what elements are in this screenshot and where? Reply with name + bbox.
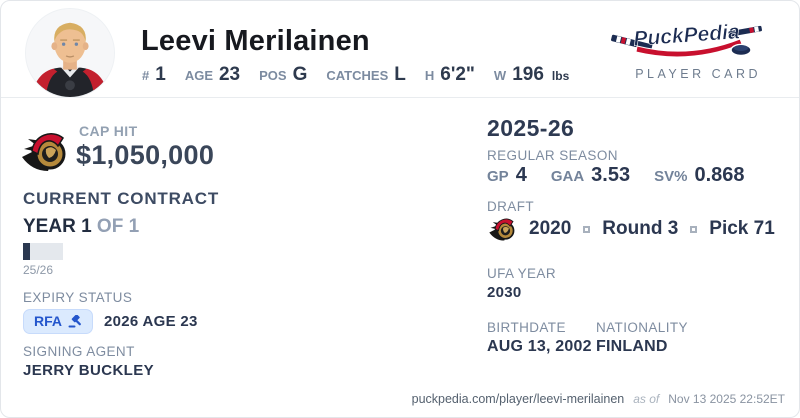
expiry-status-row: RFA 2026 AGE 23 [23,309,198,334]
footer-asof-label: as of [633,392,660,406]
signing-agent-label: SIGNING AGENT [23,344,135,359]
bio-weight-unit: lbs [551,69,570,83]
stat-gaa-value: 3.53 [591,164,631,186]
bio-number-label: # [142,68,150,83]
birthdate-value: AUG 13, 2002 [487,338,592,355]
puckpedia-logo: PuckPedia [609,20,764,58]
season-title: 2025-26 [487,115,575,141]
birthdate-label: BIRTHDATE [487,320,566,335]
bio-position: POS G [259,64,307,86]
header-divider [1,97,799,98]
bio-age-label: AGE [184,68,213,83]
nationality-value: FINLAND [596,338,668,355]
stat-gaa: GAA 3.53 [551,164,630,187]
bio-position-value: G [292,64,308,85]
contract-progress-fill [23,243,30,260]
contract-year-line: YEAR 1 OF 1 [23,216,139,238]
draft-team-logo-icon [489,218,515,241]
bio-height: H 6'2" [425,64,475,86]
footer-url: puckpedia.com/player/leevi-merilainen [411,392,625,406]
stat-gp: GP 4 [487,164,527,187]
bio-position-label: POS [259,68,287,83]
footer-timestamp: Nov 13 2025 22:52ET [668,392,785,406]
bio-age: AGE 23 [185,64,240,86]
contract-year-of: OF 1 [96,216,140,237]
footer: puckpedia.com/player/leevi-merilainen as… [412,392,785,406]
expiry-detail: 2026 AGE 23 [104,313,198,330]
stat-svpct-value: 0.868 [694,164,745,186]
draft-round: Round 3 [602,218,679,239]
draft-label: DRAFT [487,199,534,214]
player-photo [25,8,115,98]
gavel-icon [68,314,81,327]
player-headshot-icon [26,9,114,97]
bio-age-value: 23 [218,64,241,85]
expiry-status-label: EXPIRY STATUS [23,290,133,305]
stat-gp-value: 4 [515,164,527,186]
bio-height-label: H [424,68,435,83]
rfa-status-badge: RFA [23,309,93,334]
contract-year-current: YEAR 1 [23,216,92,237]
bio-number: # 1 [142,64,166,86]
bio-catches-label: CATCHES [326,68,389,83]
ufa-year-value: 2030 [487,284,522,301]
cap-hit-value: $1,050,000 [76,140,215,170]
draft-row: 2020 Round 3 Pick 71 [487,215,775,243]
regular-season-label: REGULAR SEASON [487,148,618,163]
bio-number-value: 1 [155,64,166,85]
bio-height-value: 6'2" [440,64,475,85]
draft-pick: Pick 71 [709,218,775,239]
stat-gaa-label: GAA [550,168,585,185]
cap-hit-label: CAP HIT [79,123,138,139]
season-stats-row: GP 4 GAA 3.53 SV% 0.868 [487,164,745,187]
team-logo-ottawa-senators-icon [18,127,70,180]
player-card-subtitle: PLAYER CARD [635,67,761,81]
bio-weight-label: W [493,68,507,83]
stat-gp-label: GP [487,168,509,185]
brand-block: PuckPedia PLAYER CARD [609,13,765,81]
separator-icon [690,225,698,233]
bio-catches-value: L [394,64,406,85]
bio-weight-value: 196 [512,64,544,85]
player-name: Leevi Merilainen [141,25,370,57]
contract-season-label: 25/26 [23,263,54,277]
nationality-label: NATIONALITY [596,320,688,335]
bio-catches: CATCHES L [326,64,405,86]
stat-svpct-label: SV% [654,168,688,185]
rfa-badge-text: RFA [34,313,62,329]
draft-year: 2020 [529,218,572,239]
bio-weight: W 196 lbs [494,64,569,86]
stat-svpct: SV% 0.868 [654,164,744,187]
player-bio-row: # 1 AGE 23 POS G CATCHES L H 6'2" W 196 … [142,64,569,86]
contract-progress-bar [23,243,63,260]
signing-agent-name: JERRY BUCKLEY [23,362,155,379]
ufa-year-label: UFA YEAR [487,266,556,281]
current-contract-title: CURRENT CONTRACT [23,189,220,208]
separator-icon [583,225,591,233]
